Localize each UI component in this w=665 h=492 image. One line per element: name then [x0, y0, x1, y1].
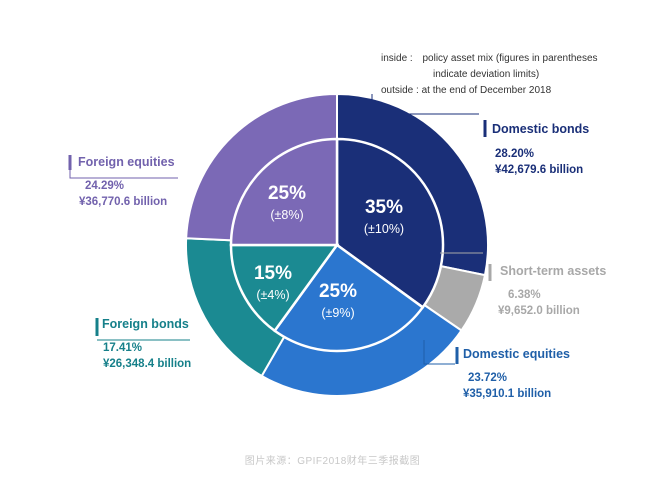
short-term-assets-label: Short-term assets [500, 264, 607, 278]
foreign-bonds-amount: ¥26,348.4 billion [103, 358, 192, 370]
legend-note: inside : policy asset mix (figures in pa… [381, 51, 598, 99]
inner-pie [229, 137, 445, 353]
domestic-equities-label: Domestic equities [463, 347, 570, 361]
inside-note-text: policy asset mix (figures in parentheses [422, 53, 598, 64]
inner-percent-label: 25% [268, 183, 306, 204]
foreign-bonds-label: Foreign bonds [102, 317, 189, 331]
inner-slice-foreign-equities [229, 137, 339, 247]
domestic-equities-amount: ¥35,910.1 billion [463, 388, 552, 400]
inner-percent-label: 15% [254, 263, 292, 284]
annotation-domestic-bonds: Domestic bonds 28.20% ¥42,679.6 billion [492, 122, 589, 176]
annotation-short-term-assets: Short-term assets 6.38% ¥9,652.0 billion [498, 264, 607, 317]
domestic-bonds-label: Domestic bonds [492, 122, 590, 136]
inner-deviation-label: (±9%) [321, 306, 354, 320]
inner-slice-domestic-equities [272, 243, 425, 353]
inside-note-continued: indicate deviation limits) [433, 69, 540, 80]
outside-note-text: at the end of December 2018 [421, 85, 552, 96]
callout-domestic-bonds-line [371, 94, 479, 115]
foreign-equities-label: Foreign equities [78, 155, 175, 169]
inner-slice-foreign-bonds [229, 243, 340, 333]
inner-deviation-label: (±4%) [256, 288, 289, 302]
callout-domestic-equities-line [423, 340, 455, 365]
foreign-equities-amount: ¥36,770.6 billion [79, 196, 168, 208]
image-source-caption: 图片来源：GPIF2018财年三季报截图 [244, 456, 421, 467]
short-term-assets-percent: 6.38% [508, 289, 541, 301]
inside-note-row: inside : policy asset mix (figures in pa… [381, 51, 598, 67]
inner-deviation-label: (±10%) [364, 222, 404, 236]
outside-note-row: outside : at the end of December 2018 [381, 83, 598, 99]
callout-lines [68, 94, 492, 365]
foreign-bonds-percent: 17.41% [103, 342, 143, 354]
short-term-assets-amount: ¥9,652.0 billion [498, 305, 580, 317]
inner-labels: 35% (±10%) 25% (±9%) 15% (±4%) 25% (±8%) [254, 183, 404, 320]
inner-deviation-label: (±8%) [270, 208, 303, 222]
foreign-equities-percent: 24.29% [85, 180, 125, 192]
inner-percent-label: 25% [319, 281, 357, 302]
inside-note-label: inside : [381, 53, 413, 64]
annotation-foreign-bonds: Foreign bonds 17.41% ¥26,348.4 billion [102, 317, 191, 370]
outside-note-label: outside : [381, 85, 419, 96]
annotation-domestic-equities: Domestic equities 23.72% ¥35,910.1 billi… [463, 347, 570, 400]
inner-slice-domestic-bonds [335, 137, 445, 310]
domestic-equities-percent: 23.72% [468, 372, 508, 384]
inner-percent-label: 35% [365, 197, 403, 218]
annotation-foreign-equities: Foreign equities 24.29% ¥36,770.6 billio… [78, 155, 175, 208]
domestic-bonds-amount: ¥42,679.6 billion [495, 164, 584, 176]
domestic-bonds-percent: 28.20% [495, 148, 535, 160]
